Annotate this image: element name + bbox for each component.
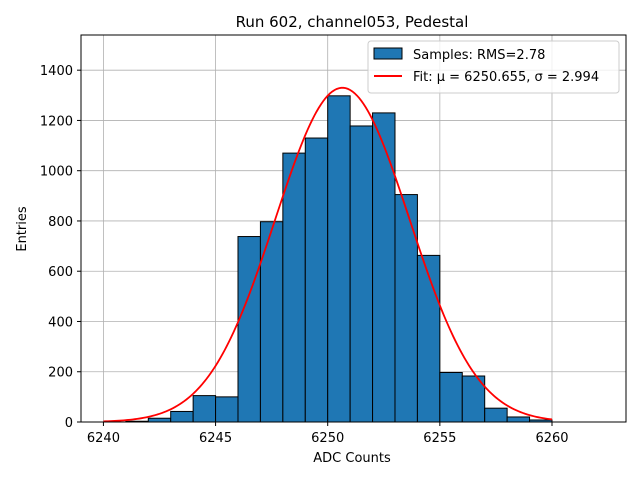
x-tick-label: 6250 <box>311 431 344 446</box>
y-tick-label: 400 <box>48 315 73 330</box>
y-tick-label: 600 <box>48 265 73 280</box>
histogram-bar <box>147 417 172 423</box>
y-axis-ticks: 0 200 400 600 800 1000 1200 1400 <box>40 64 81 431</box>
histogram-bar <box>506 416 531 423</box>
x-tick-label: 6240 <box>87 431 120 446</box>
histogram-bar <box>372 112 396 423</box>
histogram-bar <box>192 395 217 423</box>
y-tick-label: 1400 <box>40 64 73 79</box>
histogram-bar <box>394 194 418 423</box>
legend-swatch-samples <box>373 47 403 60</box>
histogram-bar <box>416 254 441 423</box>
x-axis-ticks: 6240 6245 6250 6255 6260 <box>87 422 569 446</box>
y-tick-label: 200 <box>48 366 73 381</box>
y-axis-label: Entries <box>15 206 30 252</box>
y-tick-label: 0 <box>65 416 73 431</box>
y-tick-label: 1000 <box>40 165 73 180</box>
histogram-bar <box>349 125 374 423</box>
y-tick-label: 1200 <box>40 114 73 129</box>
histogram-bar <box>484 407 508 423</box>
plot-frame <box>80 34 627 423</box>
x-tick-label: 6255 <box>423 431 456 446</box>
histogram-bar <box>304 137 329 423</box>
histogram-bar <box>282 152 306 423</box>
histogram-bar <box>215 396 239 423</box>
histogram-bar <box>327 95 351 423</box>
legend: Samples: RMS=2.78 Fit: μ = 6250.655, σ =… <box>367 40 620 94</box>
x-tick-label: 6260 <box>535 431 568 446</box>
x-axis-label: ADC Counts <box>313 451 391 466</box>
legend-label-samples: Samples: RMS=2.78 <box>413 48 545 63</box>
legend-label-fit: Fit: μ = 6250.655, σ = 2.994 <box>413 70 599 85</box>
chart-title: Run 602, channel053, Pedestal <box>236 13 469 31</box>
fit-curve-group <box>103 86 553 423</box>
fit-curve <box>103 86 553 423</box>
legend-box <box>367 40 620 94</box>
histogram-bar <box>439 371 463 423</box>
histogram-bar <box>237 236 261 423</box>
x-tick-label: 6245 <box>199 431 232 446</box>
y-tick-label: 800 <box>48 215 73 230</box>
histogram-bar <box>170 410 194 423</box>
